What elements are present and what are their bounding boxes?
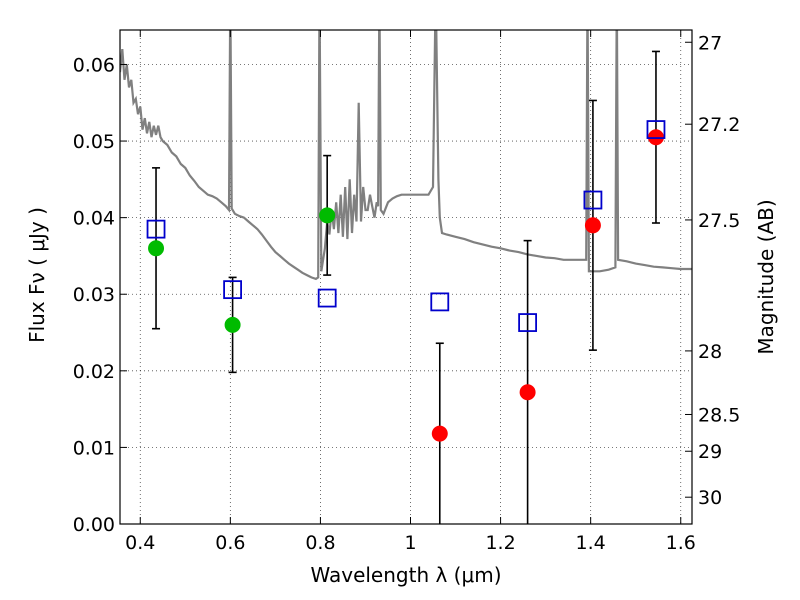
error-bars xyxy=(152,50,660,524)
y2-tick-label: 27.2 xyxy=(698,114,740,136)
plot-frame xyxy=(119,29,693,525)
y2-tick-label: 29 xyxy=(698,441,722,463)
model-photometry-point xyxy=(518,313,538,332)
observed-point xyxy=(148,240,165,257)
model-photometry-point xyxy=(317,288,337,308)
y-tick-label: 0.04 xyxy=(73,208,115,230)
observed-point xyxy=(584,217,601,234)
x-axis-label: Wavelength λ (μm) xyxy=(310,563,501,587)
model-sed xyxy=(120,30,692,281)
observed-point xyxy=(519,384,536,401)
x-tick-label: 1.2 xyxy=(485,532,515,554)
y2-tick-label: 30 xyxy=(698,487,722,509)
y-tick-label: 0.00 xyxy=(73,514,115,536)
y2-tick-label: 28.5 xyxy=(698,404,740,426)
x-tick-label: 1 xyxy=(404,532,416,554)
y-tick-label: 0.03 xyxy=(73,284,115,306)
x-tick-label: 0.8 xyxy=(305,532,335,554)
observed-point xyxy=(319,207,336,224)
x-tick-label: 0.6 xyxy=(215,532,245,554)
y2-tick-label: 27 xyxy=(698,32,722,54)
y2-axis-label: Magnitude (AB) xyxy=(754,199,778,354)
model-photometry-point xyxy=(223,280,242,300)
model-photometry-point xyxy=(430,292,450,312)
model-photometry-point xyxy=(583,190,603,210)
model-photometry-point xyxy=(646,120,666,139)
y2-tick-label: 28 xyxy=(698,341,722,363)
grid xyxy=(120,30,692,525)
y-tick-label: 0.01 xyxy=(73,437,115,459)
y-tick-label: 0.02 xyxy=(73,361,115,383)
y-tick-label: 0.05 xyxy=(73,131,115,153)
observed-point xyxy=(224,316,241,333)
x-tick-label: 0.4 xyxy=(125,532,155,554)
model-sed-line xyxy=(120,30,692,281)
y-axis-label: Flux Fν ( μJy ) xyxy=(25,207,49,343)
x-tick-label: 1.6 xyxy=(666,532,696,554)
x-tick-label: 1.4 xyxy=(576,532,606,554)
y2-tick-label: 27.5 xyxy=(698,210,740,232)
y-tick-label: 0.06 xyxy=(73,54,115,76)
observed-point xyxy=(431,425,448,442)
ticks: 0.4 0.6 0.8 1 1.2 1.4 1.6 0.00 0.01 0.02 0.03 0.04 0… xyxy=(73,30,740,554)
markers xyxy=(146,120,666,442)
model-photometry-point xyxy=(146,219,166,239)
